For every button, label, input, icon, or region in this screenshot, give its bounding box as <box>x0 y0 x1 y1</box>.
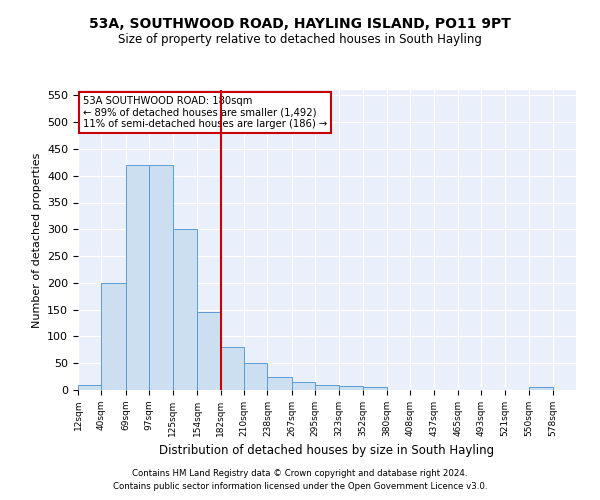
Text: Contains public sector information licensed under the Open Government Licence v3: Contains public sector information licen… <box>113 482 487 491</box>
Bar <box>315 384 339 390</box>
Bar <box>126 165 149 390</box>
Bar <box>149 165 173 390</box>
Bar <box>529 388 553 390</box>
Y-axis label: Number of detached properties: Number of detached properties <box>32 152 41 328</box>
Bar <box>339 386 363 390</box>
Text: Contains HM Land Registry data © Crown copyright and database right 2024.: Contains HM Land Registry data © Crown c… <box>132 468 468 477</box>
Bar <box>78 384 101 390</box>
X-axis label: Distribution of detached houses by size in South Hayling: Distribution of detached houses by size … <box>160 444 494 458</box>
Bar <box>221 347 244 390</box>
Bar <box>173 230 197 390</box>
Bar <box>101 283 126 390</box>
Text: 53A, SOUTHWOOD ROAD, HAYLING ISLAND, PO11 9PT: 53A, SOUTHWOOD ROAD, HAYLING ISLAND, PO1… <box>89 18 511 32</box>
Bar <box>197 312 221 390</box>
Bar <box>244 363 268 390</box>
Bar <box>292 382 315 390</box>
Bar <box>363 388 386 390</box>
Text: 53A SOUTHWOOD ROAD: 180sqm
← 89% of detached houses are smaller (1,492)
11% of s: 53A SOUTHWOOD ROAD: 180sqm ← 89% of deta… <box>83 96 327 129</box>
Bar <box>268 376 292 390</box>
Text: Size of property relative to detached houses in South Hayling: Size of property relative to detached ho… <box>118 32 482 46</box>
